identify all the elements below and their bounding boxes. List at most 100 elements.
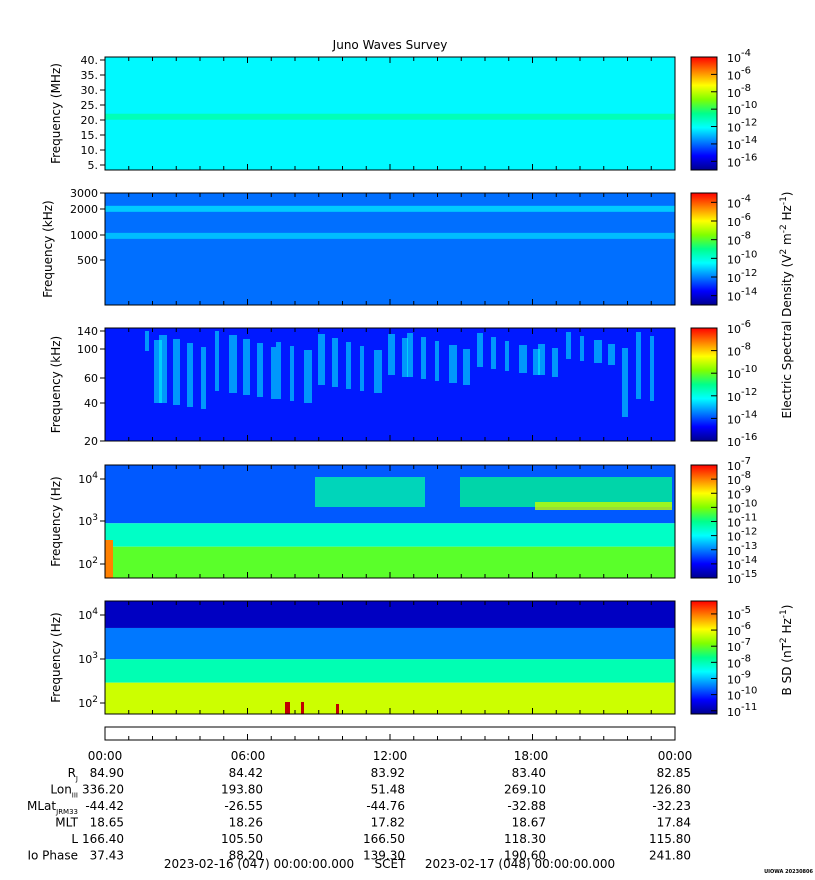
colorbar-tick-label: 10-6	[727, 319, 751, 336]
ephemeris-value: 166.50	[363, 832, 405, 846]
scet-label: SCET	[375, 857, 407, 871]
emission-feature	[477, 333, 483, 367]
emission-feature	[360, 346, 364, 391]
y-tick-label: 3000	[70, 187, 98, 200]
colorbar-tick-label: 10-9	[727, 484, 751, 501]
emission-band	[105, 627, 675, 660]
y-tick-label: 140	[77, 325, 98, 338]
colorbar-tick-label: 10-6	[727, 65, 751, 82]
emission-feature	[580, 336, 584, 361]
y-tick-label: 500	[77, 254, 98, 267]
colorbar-tick-label: 10-6	[727, 212, 751, 229]
emission-feature	[421, 337, 426, 379]
emission-feature	[491, 337, 496, 369]
emission-band	[105, 113, 675, 120]
ephemeris-value: 105.50	[221, 832, 263, 846]
emission-feature	[285, 702, 290, 714]
y-tick-label: 104	[78, 471, 98, 486]
ephemeris-value: 118.30	[504, 832, 546, 846]
bfield-colorbar-label: B SD (nT2 Hz-1)	[779, 605, 794, 696]
emission-feature	[435, 341, 439, 381]
emission-feature	[332, 338, 338, 387]
y-axis-label: Frequency (Hz)	[49, 476, 63, 567]
ephemeris-value: -32.23	[652, 799, 691, 813]
y-tick-label: 15.	[81, 129, 99, 142]
y-tick-label: 60	[84, 372, 98, 385]
colorbar-tick-label: 10-16	[727, 152, 757, 169]
colorbar-tick-label: 10-15	[727, 569, 757, 586]
y-tick-label: 25.	[81, 99, 99, 112]
time-tick-label: 00:00	[658, 749, 693, 763]
emission-feature	[566, 332, 571, 359]
panel-3: 140 100 60 40 20 Frequency (kHz) 10-6 10-8 10-10…	[49, 319, 757, 449]
colorbar-tick-label: 10-14	[727, 287, 757, 304]
colorbar-tick-label: 10-10	[727, 686, 757, 703]
emission-band	[105, 523, 675, 547]
y-tick-label: 102	[78, 695, 98, 710]
ephemeris-value: 241.80	[649, 849, 691, 863]
colorbar-tick-label: 10-12	[727, 387, 757, 404]
chart-title: Juno Waves Survey	[332, 38, 448, 52]
ephemeris-value: 166.40	[82, 832, 124, 846]
emission-feature	[304, 350, 312, 403]
emission-feature	[173, 339, 180, 405]
colorbar-tick-label: 10-4	[727, 48, 751, 65]
colorbar-tick-label: 10-10	[727, 249, 757, 266]
y-tick-label: 104	[78, 607, 98, 622]
scet-start: 2023-02-16 (047) 00:00:00.000	[164, 857, 354, 871]
ephemeris-value: -44.76	[366, 799, 405, 813]
emission-feature	[594, 340, 602, 363]
y-tick-label: 40.	[81, 54, 99, 67]
efield-colorbar-label: Electric Spectral Density (V2 m-2 Hz-1)	[779, 191, 794, 418]
ephemeris-table: RJ 84.90 84.42 83.92 83.40 82.85 LonIII 336.20 1…	[27, 766, 691, 863]
y-tick-label: 20.	[81, 114, 99, 127]
emission-feature	[315, 477, 425, 507]
emission-feature	[622, 348, 628, 417]
colorbar-tick-label: 10-8	[727, 231, 751, 248]
colorbar-tick-label: 10-6	[727, 621, 751, 638]
y-tick-label: 40	[84, 397, 98, 410]
emission-feature	[533, 349, 540, 375]
ephemeris-value: 190.60	[504, 849, 546, 863]
colorbar-tick-label: 10-14	[727, 409, 757, 426]
emission-feature	[290, 346, 294, 401]
ephemeris-value: 115.80	[649, 832, 691, 846]
colorbar-tick-label: 10-10	[727, 498, 757, 515]
ephemeris-value: 83.40	[512, 766, 546, 780]
y-tick-label: 2000	[70, 203, 98, 216]
ephemeris-value: 269.10	[504, 783, 546, 797]
panel-2: 3000 2000 1000 500 Frequency (kHz) 10-4 10-6 10…	[41, 187, 757, 306]
emission-feature	[346, 342, 351, 389]
emission-feature	[535, 502, 672, 510]
y-tick-label: 1000	[70, 229, 98, 242]
colorbar	[691, 601, 717, 714]
emission-feature	[388, 334, 395, 375]
ephemeris-label: L	[71, 832, 78, 846]
colorbar-tick-label: 10-8	[727, 342, 751, 359]
emission-feature	[201, 347, 206, 409]
colorbar-tick-label: 10-8	[727, 83, 751, 100]
time-tick-label: 18:00	[514, 749, 549, 763]
emission-band	[105, 659, 675, 683]
ephemeris-label: MLT	[55, 816, 78, 830]
emission-feature	[552, 348, 558, 377]
spectrogram-background	[105, 57, 675, 170]
emission-feature	[257, 343, 263, 397]
emission-feature	[318, 334, 325, 385]
emission-feature	[505, 341, 509, 371]
y-axis-label: Frequency (kHz)	[41, 200, 55, 297]
emission-feature	[159, 335, 167, 403]
ephemeris-value: 17.84	[657, 816, 691, 830]
y-tick-label: 5.	[88, 159, 99, 172]
ephemeris-value: 83.92	[371, 766, 405, 780]
ephemeris-value: 336.20	[82, 783, 124, 797]
ephemeris-label: LonIII	[50, 783, 78, 800]
emission-feature	[608, 344, 615, 365]
emission-feature	[407, 333, 413, 377]
colorbar-tick-label: 10-10	[727, 364, 757, 381]
scet-end: 2023-02-17 (048) 00:00:00.000	[425, 857, 615, 871]
emission-feature	[145, 331, 149, 351]
time-tick-label: 06:00	[231, 749, 266, 763]
credit-label: UIOWA 20230806	[764, 869, 813, 875]
